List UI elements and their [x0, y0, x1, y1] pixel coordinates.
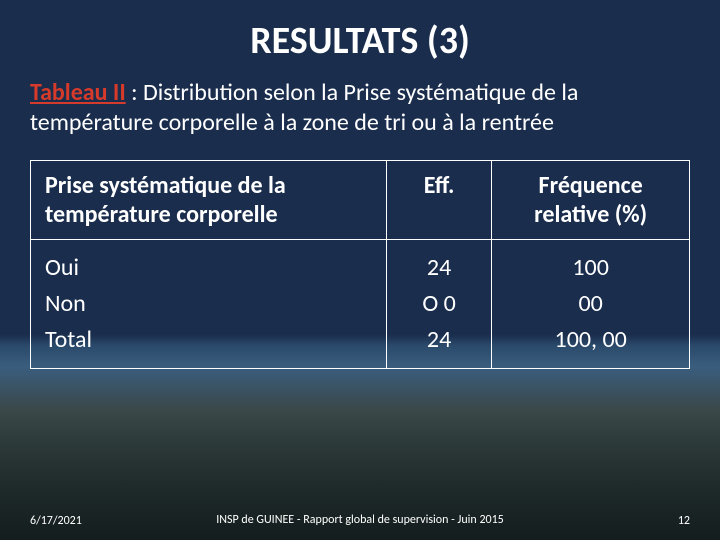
freq-value: 100, 00	[506, 322, 675, 358]
row-label: Non	[45, 286, 372, 322]
table-row: Oui Non Total 24 O 0 24 100 00 100, 00	[31, 240, 690, 369]
row-label: Oui	[45, 250, 372, 286]
slide-title: RESULTATS (3)	[30, 18, 690, 64]
col-header-1: Eff.	[386, 161, 491, 240]
freq-value: 00	[506, 286, 675, 322]
table-header-row: Prise systématique de la température cor…	[31, 161, 690, 240]
eff-value: 24	[401, 322, 477, 358]
row-labels-cell: Oui Non Total	[31, 240, 387, 369]
footer-center: INSP de GUINEE - Rapport global de super…	[0, 513, 720, 528]
slide-footer: 6/17/2021 INSP de GUINEE - Rapport globa…	[0, 513, 720, 528]
eff-value: 24	[401, 250, 477, 286]
col-header-2: Fréquence relative (%)	[492, 161, 690, 240]
footer-page-number: 12	[678, 514, 690, 528]
data-table: Prise systématique de la température cor…	[30, 160, 690, 369]
footer-date: 6/17/2021	[30, 514, 82, 528]
row-label: Total	[45, 322, 372, 358]
freq-value: 100	[506, 250, 675, 286]
slide-subtitle: Tableau II : Distribution selon la Prise…	[30, 78, 690, 138]
slide: RESULTATS (3) Tableau II : Distribution …	[0, 0, 720, 540]
table-number-label: Tableau II	[30, 78, 126, 107]
col-header-0: Prise systématique de la température cor…	[31, 161, 387, 240]
eff-cell: 24 O 0 24	[386, 240, 491, 369]
freq-cell: 100 00 100, 00	[492, 240, 690, 369]
eff-value: O 0	[401, 286, 477, 322]
subtitle-sep: :	[126, 78, 143, 107]
